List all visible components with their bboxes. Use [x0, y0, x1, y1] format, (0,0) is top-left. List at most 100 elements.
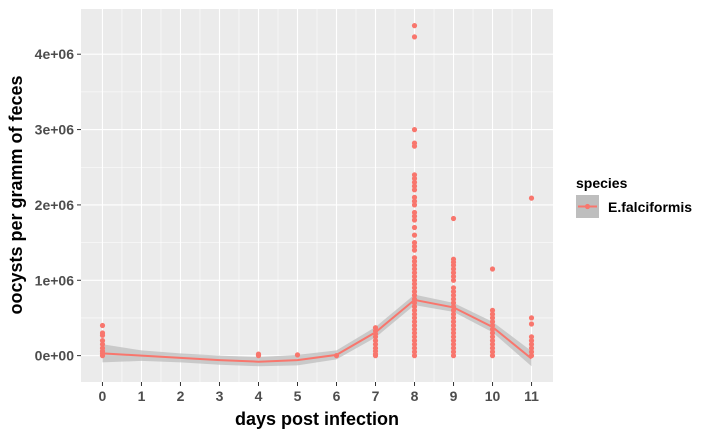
data-point [411, 247, 418, 253]
x-tick-label: 5 [294, 388, 302, 404]
data-point [411, 338, 418, 344]
data-point [450, 315, 457, 321]
data-point [528, 353, 535, 359]
data-point [99, 332, 106, 338]
data-point [411, 307, 418, 313]
data-point [528, 338, 535, 344]
smooth-line-layer [102, 298, 533, 363]
data-point [411, 289, 418, 295]
data-point [489, 311, 496, 317]
legend-label-e-falciformis: E.falciformis [608, 199, 692, 215]
data-point [411, 243, 418, 249]
data-point [99, 353, 106, 359]
data-point [489, 319, 496, 325]
data-point [411, 334, 418, 340]
data-point [411, 187, 418, 193]
y-tick-label: 0e+00 [35, 348, 75, 364]
data-point [489, 338, 496, 344]
data-point [411, 300, 418, 306]
data-point [411, 330, 418, 336]
points-layer [99, 23, 535, 359]
data-point [489, 326, 496, 332]
data-point [489, 345, 496, 351]
data-point [411, 23, 418, 29]
data-point [450, 326, 457, 332]
data-point [450, 296, 457, 302]
data-point [99, 338, 106, 344]
data-point [450, 307, 457, 313]
data-point [450, 345, 457, 351]
data-point [372, 338, 379, 344]
data-point [528, 334, 535, 340]
smooth-line-e-falciformis [102, 298, 533, 363]
data-point [450, 292, 457, 298]
x-tick-label: 4 [255, 388, 263, 404]
data-point [489, 334, 496, 340]
data-point [411, 349, 418, 355]
data-point [411, 224, 418, 231]
y-tick-label: 4e+06 [35, 46, 75, 62]
data-point [411, 255, 418, 261]
data-point [489, 315, 496, 321]
data-point [372, 353, 379, 359]
data-point [528, 341, 535, 347]
x-tick-label: 3 [216, 388, 224, 404]
data-point [411, 213, 418, 219]
smooth-confidence-ribbon [102, 294, 532, 367]
data-point [411, 326, 418, 332]
data-point [99, 322, 106, 329]
data-point [411, 258, 418, 264]
data-point [411, 217, 418, 223]
data-point [489, 341, 496, 347]
data-point [489, 266, 496, 272]
data-point [489, 353, 496, 359]
data-point [411, 285, 418, 291]
data-point [450, 270, 457, 276]
data-point [411, 262, 418, 268]
x-axis-title: days post infection [235, 409, 399, 429]
data-point [255, 353, 262, 359]
data-point [411, 183, 418, 189]
y-axis-title: oocysts per gramm of feces [6, 75, 26, 314]
data-point [450, 319, 457, 325]
data-point [528, 349, 535, 355]
data-point [411, 194, 418, 200]
data-point [333, 353, 340, 359]
data-point [411, 34, 418, 40]
data-point [450, 353, 457, 359]
data-point [489, 322, 496, 329]
smooth-ribbon-layer [102, 294, 532, 367]
legend-title: species [576, 175, 628, 191]
data-point [411, 345, 418, 351]
data-point [450, 266, 457, 272]
data-point [450, 338, 457, 344]
data-point [411, 143, 418, 149]
data-point [528, 321, 535, 327]
legend: species E.falciformis [576, 175, 692, 218]
x-tick-label: 11 [524, 388, 539, 404]
x-tick-label: 7 [372, 388, 380, 404]
x-tick-label: 8 [411, 388, 419, 404]
data-point [450, 289, 457, 295]
data-point [411, 341, 418, 347]
data-point [411, 292, 418, 298]
data-point [411, 270, 418, 276]
data-point [411, 281, 418, 287]
x-tick-label: 10 [485, 388, 501, 404]
data-point [372, 341, 379, 347]
y-axis: 0e+00 1e+06 2e+06 3e+06 4e+06 [35, 46, 81, 364]
data-point [411, 172, 418, 178]
data-point [450, 322, 457, 329]
data-point [411, 198, 418, 204]
data-point [528, 345, 535, 351]
x-tick-label: 9 [450, 388, 458, 404]
data-point [411, 322, 418, 329]
data-point [450, 304, 457, 310]
data-point [489, 307, 496, 313]
data-point [450, 349, 457, 355]
data-point [411, 175, 418, 182]
y-tick-label: 2e+06 [35, 197, 75, 213]
data-point [411, 311, 418, 317]
data-point [489, 349, 496, 355]
